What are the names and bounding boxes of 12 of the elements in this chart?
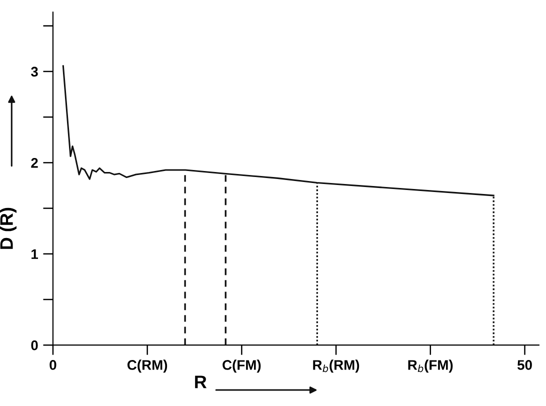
y-tick-label: 1 (32, 249, 38, 259)
x-tick-label: 50 (517, 360, 532, 370)
y-tick-label: 3 (30, 66, 38, 77)
x-tick-label: R$_{b}$(RM) (313, 360, 360, 373)
y-axis-title: D (R) (0, 208, 17, 249)
y-tick-label: 2 (31, 158, 38, 168)
x-tick-label: 0 (50, 360, 56, 370)
x-tick-label: C(RM) (127, 360, 168, 373)
x-tick-label: R$_{b}$(FM) (408, 360, 453, 373)
x-axis-title: R (195, 376, 207, 388)
x-tick-label: C(FM) (222, 360, 261, 373)
y-tick-label: 0 (31, 340, 38, 350)
